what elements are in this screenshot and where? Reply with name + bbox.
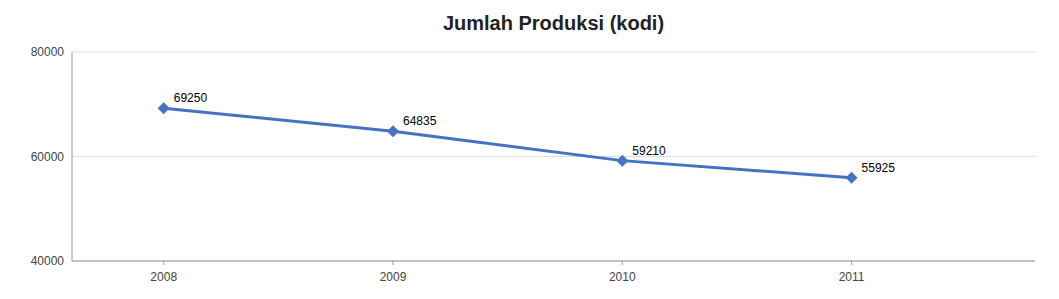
- chart-container: Jumlah Produksi (kodi) 40000 60000 80000 200…: [0, 0, 1059, 299]
- line: [164, 108, 852, 178]
- title: Jumlah Produksi (kodi): [443, 12, 664, 34]
- grid-line: [72, 261, 1035, 262]
- x-tick-label: 2011: [839, 270, 865, 284]
- marker: [387, 125, 399, 137]
- x-tick-label: 2008: [150, 270, 177, 284]
- y-tick-label: 60000: [31, 150, 65, 164]
- series: [158, 102, 858, 184]
- data-label: 59210: [632, 144, 666, 158]
- x-tick: [622, 261, 623, 265]
- marker: [158, 102, 170, 114]
- data-label: 69250: [174, 91, 208, 105]
- x-axis: 2008 2009 2010 2011: [150, 261, 864, 284]
- x-tick: [851, 261, 852, 265]
- x-tick-label: 2009: [380, 270, 407, 284]
- data-label: 55925: [862, 161, 896, 175]
- grid-line: [72, 52, 1035, 53]
- x-axis-line: [72, 261, 1035, 262]
- y-tick-label: 40000: [31, 254, 65, 268]
- data-label: 64835: [403, 114, 437, 128]
- y-tick-label: 80000: [31, 45, 65, 59]
- y-axis: 40000 60000 80000: [31, 45, 1035, 268]
- marker: [616, 155, 628, 167]
- x-tick: [393, 261, 394, 265]
- y-axis-line: [72, 52, 73, 261]
- x-tick: [163, 261, 164, 265]
- data-labels: 69250 64835 59210 55925: [174, 91, 896, 175]
- marker: [846, 172, 858, 184]
- x-tick-label: 2010: [609, 270, 636, 284]
- grid-line: [72, 156, 1035, 157]
- chart: Jumlah Produksi (kodi) 40000 60000 80000 200…: [0, 0, 1059, 299]
